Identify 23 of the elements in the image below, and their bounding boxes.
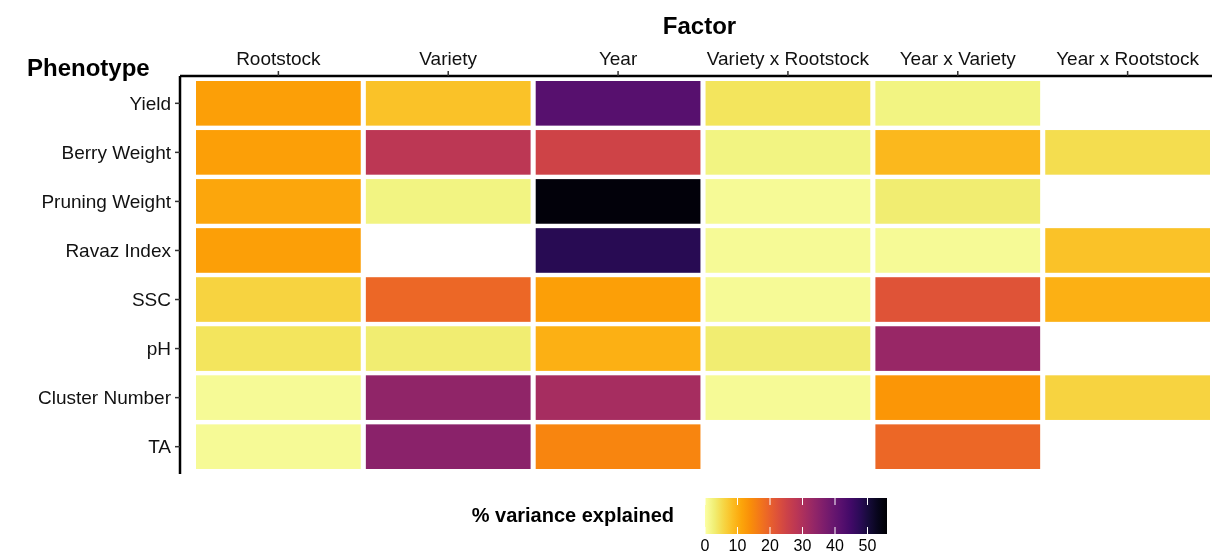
x-tick-label: Rootstock bbox=[236, 48, 322, 69]
y-tick-label: Pruning Weight bbox=[41, 191, 172, 213]
x-tick-label: Year x Variety bbox=[899, 48, 1017, 69]
x-axis-title: Factor bbox=[662, 12, 737, 39]
x-tick-label: Variety bbox=[419, 48, 478, 69]
y-tick-label: Yield bbox=[129, 92, 171, 114]
y-tick-label: Cluster Number bbox=[37, 387, 172, 409]
y-tick-label: Berry Weight bbox=[61, 142, 172, 164]
color-bar-title: % variance explained bbox=[471, 504, 674, 526]
color-bar-label: 20 bbox=[761, 537, 779, 554]
y-tick-label: TA bbox=[148, 436, 172, 458]
color-bar-label: 30 bbox=[793, 537, 812, 554]
color-bar-label: 40 bbox=[826, 537, 844, 554]
y-tick-label: Ravaz Index bbox=[65, 240, 172, 262]
x-tick-label: Variety x Rootstock bbox=[706, 48, 870, 69]
color-bar-label: 10 bbox=[728, 537, 747, 554]
y-tick-label: pH bbox=[146, 338, 171, 360]
x-tick-label: Year bbox=[598, 48, 638, 69]
x-tick-label: Year x Rootstock bbox=[1056, 48, 1200, 69]
color-bar-label: 0 bbox=[700, 537, 710, 554]
y-tick-label: SSC bbox=[131, 289, 171, 311]
y-axis-title: Phenotype bbox=[27, 54, 150, 81]
color-bar-label: 50 bbox=[858, 537, 877, 554]
